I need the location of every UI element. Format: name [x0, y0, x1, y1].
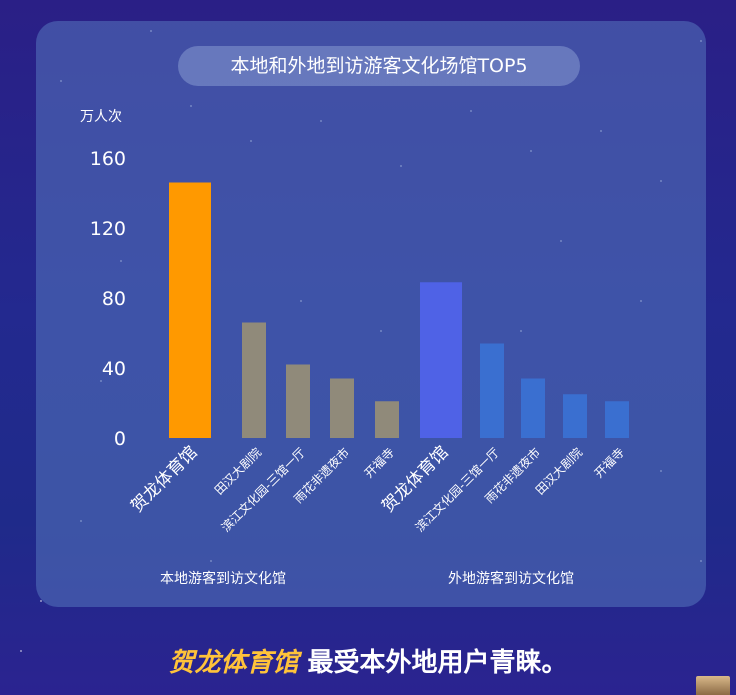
summary-caption: 贺龙体育馆 最受本外地用户青睐。	[0, 642, 736, 679]
bar-local	[242, 322, 266, 438]
bar-visitor	[563, 394, 587, 438]
y-tick-label: 80	[102, 288, 126, 310]
star-dot	[20, 650, 22, 652]
bar-local	[375, 401, 399, 438]
y-axis-unit: 万人次	[80, 109, 122, 125]
x-tick-label: 贺龙体育馆	[127, 442, 201, 516]
y-tick-label: 120	[90, 218, 126, 240]
bar-visitor	[521, 378, 545, 438]
bar-local	[169, 182, 211, 438]
bar-visitor	[605, 401, 629, 438]
y-tick-label: 0	[114, 428, 126, 450]
summary-highlight: 贺龙体育馆	[168, 648, 299, 678]
group-label-visitor: 外地游客到访文化馆	[448, 571, 574, 587]
chart-title: 本地和外地到访游客文化场馆TOP5	[178, 46, 580, 86]
star-dot	[40, 600, 42, 602]
x-tick-label: 开福寺	[591, 445, 627, 481]
chart-panel	[36, 21, 706, 607]
x-tick-label: 滨江文化园-三馆一厅	[218, 445, 308, 535]
bar-local	[330, 378, 354, 438]
group-label-local: 本地游客到访文化馆	[160, 571, 286, 587]
building-decoration	[696, 676, 730, 695]
bar-visitor	[420, 282, 462, 438]
bar-local	[286, 364, 310, 438]
bar-visitor	[480, 343, 504, 438]
y-tick-label: 40	[102, 358, 126, 380]
y-tick-label: 160	[90, 148, 126, 170]
summary-text: 最受本外地用户青睐。	[307, 648, 568, 678]
x-tick-label: 开福寺	[361, 445, 397, 481]
